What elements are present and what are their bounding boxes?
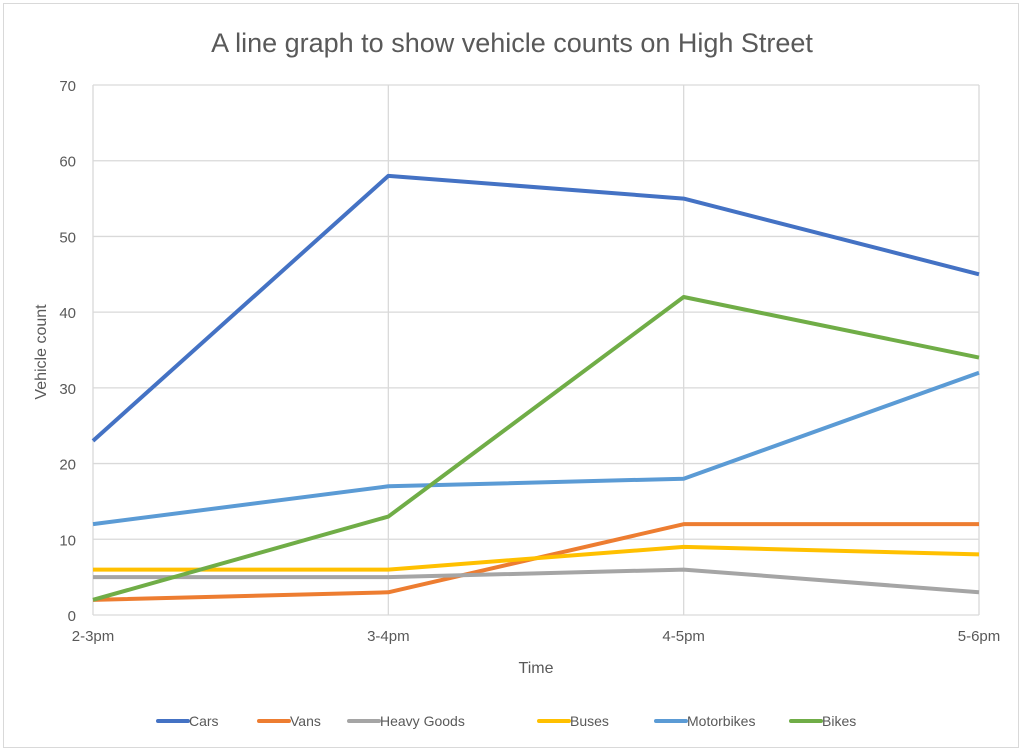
legend-item: Heavy Goods xyxy=(347,713,465,729)
x-tick-label: 5-6pm xyxy=(958,628,1001,645)
legend-item: Bikes xyxy=(789,713,856,729)
chart-title: A line graph to show vehicle counts on H… xyxy=(211,28,813,58)
series-line-buses xyxy=(93,544,980,572)
x-tick-label: 3-4pm xyxy=(367,628,410,645)
legend-item: Vans xyxy=(257,713,321,729)
x-tick-labels: 2-3pm 3-4pm 4-5pm 5-6pm xyxy=(72,628,1001,645)
y-tick-label: 70 xyxy=(59,78,76,95)
chart-frame xyxy=(3,3,1019,748)
y-tick-label: 60 xyxy=(59,154,76,171)
legend-item: Cars xyxy=(156,713,219,729)
y-tick-label: 30 xyxy=(59,381,76,398)
series-line-motorbikes xyxy=(92,370,980,527)
x-axis-label: Time xyxy=(519,660,554,677)
y-tick-label: 0 xyxy=(68,608,76,625)
y-tick-label: 20 xyxy=(59,457,76,474)
gridlines xyxy=(92,84,980,616)
y-tick-label: 10 xyxy=(59,532,76,549)
x-tick-label: 2-3pm xyxy=(72,628,115,645)
legend-label: Motorbikes xyxy=(687,713,755,729)
series-line-heavy-goods xyxy=(93,567,980,595)
series-lines xyxy=(91,173,980,602)
legend: Cars Vans Heavy Goods Buses Motorbikes Bikes xyxy=(156,713,856,729)
y-tick-label: 40 xyxy=(59,305,76,322)
legend-label: Buses xyxy=(570,713,609,729)
legend-item: Buses xyxy=(537,713,609,729)
legend-label: Heavy Goods xyxy=(380,713,465,729)
legend-label: Vans xyxy=(290,713,321,729)
legend-item: Motorbikes xyxy=(654,713,755,729)
legend-label: Bikes xyxy=(822,713,856,729)
series-line-bikes xyxy=(92,295,980,602)
y-axis-label: Vehicle count xyxy=(33,304,50,400)
x-tick-label: 4-5pm xyxy=(662,628,705,645)
y-tick-label: 50 xyxy=(59,229,76,246)
y-tick-labels: 0 10 20 30 40 50 60 70 xyxy=(59,78,76,625)
legend-label: Cars xyxy=(189,713,219,729)
series-line-cars xyxy=(91,173,980,443)
